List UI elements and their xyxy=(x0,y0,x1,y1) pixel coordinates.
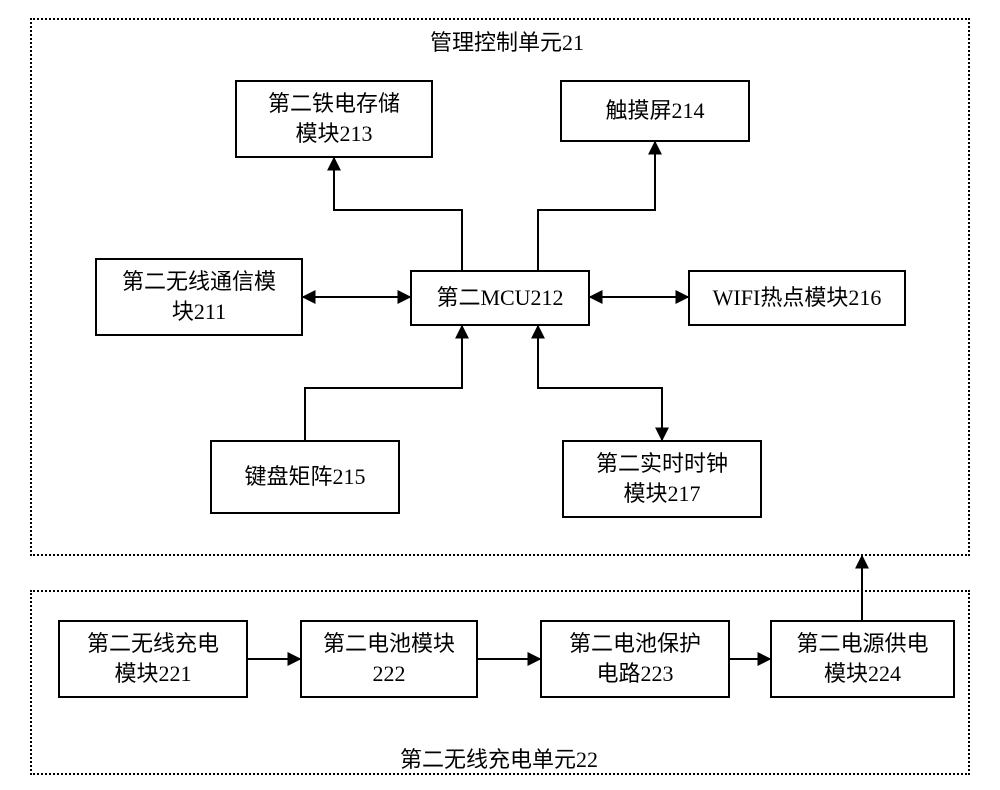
block-wireless-comm-211: 第二无线通信模块211 xyxy=(95,258,303,336)
block-label: 第二电池模块222 xyxy=(323,629,455,688)
block-power-supply-224: 第二电源供电模块224 xyxy=(770,620,955,698)
block-battery-protection-223: 第二电池保护电路223 xyxy=(540,620,730,698)
block-battery-222: 第二电池模块222 xyxy=(300,620,478,698)
block-label: 第二电源供电模块224 xyxy=(796,629,928,688)
block-touchscreen-214: 触摸屏214 xyxy=(560,80,750,142)
region-wireless-charging-title: 第二无线充电单元22 xyxy=(400,742,598,774)
block-label: 第二无线通信模块211 xyxy=(122,267,276,326)
block-ferroelectric-storage-213: 第二铁电存储模块213 xyxy=(235,80,433,158)
block-label: 键盘矩阵215 xyxy=(244,462,365,492)
block-mcu-212: 第二MCU212 xyxy=(410,270,590,326)
block-label: 第二电池保护电路223 xyxy=(569,629,701,688)
block-label: 第二实时时钟模块217 xyxy=(596,449,728,508)
region-management-control-title: 管理控制单元21 xyxy=(430,25,584,57)
block-label: WIFI热点模块216 xyxy=(713,283,882,313)
block-label: 第二MCU212 xyxy=(436,283,563,313)
block-label: 触摸屏214 xyxy=(605,96,704,126)
block-label: 第二无线充电模块221 xyxy=(87,629,219,688)
block-label: 第二铁电存储模块213 xyxy=(268,89,400,148)
diagram-canvas: 管理控制单元21 第二无线充电单元22 第二铁电存储模块213 触摸屏214 第… xyxy=(0,0,1000,790)
block-wireless-charging-221: 第二无线充电模块221 xyxy=(58,620,248,698)
block-keyboard-matrix-215: 键盘矩阵215 xyxy=(210,440,400,514)
block-wifi-hotspot-216: WIFI热点模块216 xyxy=(688,270,906,326)
block-rtc-217: 第二实时时钟模块217 xyxy=(562,440,762,518)
